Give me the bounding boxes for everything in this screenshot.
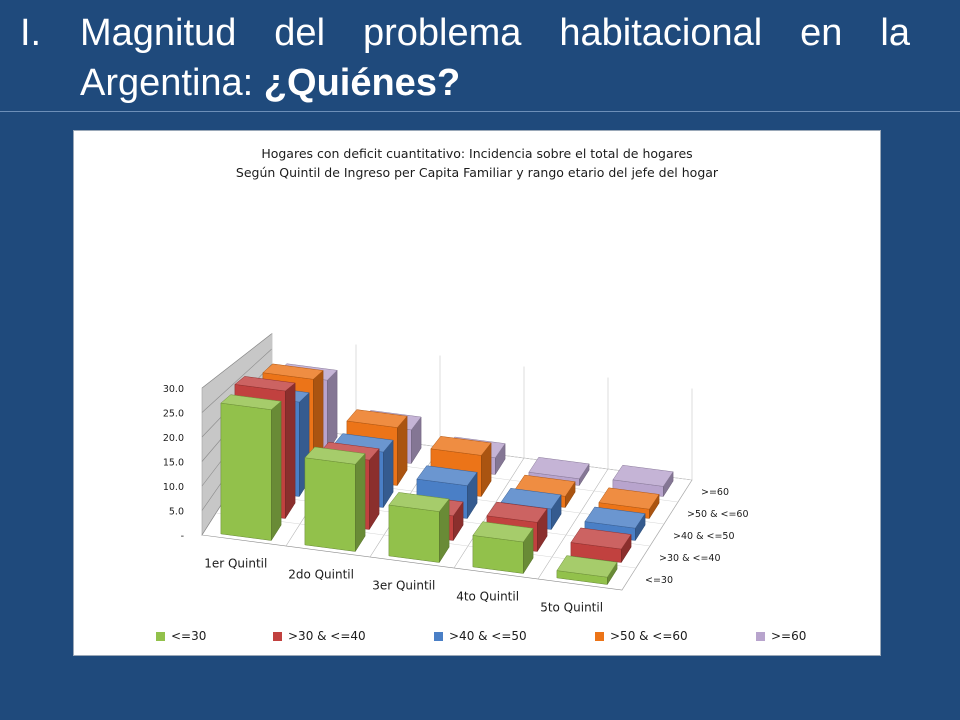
legend-label: >30 & <=40 [288, 629, 366, 643]
bar-top [430, 436, 492, 456]
legend-item: >50 & <=60 [595, 627, 688, 645]
title-line-1: Magnitud del problema habitacional en la [80, 8, 910, 58]
bar-top [528, 457, 590, 480]
legend-swatch [756, 631, 765, 641]
legend-label: >=60 [771, 629, 807, 643]
bar-top [570, 527, 632, 550]
legend-swatch [434, 631, 443, 641]
depth-axis-label: >40 & <=50 [673, 531, 735, 542]
y-tick-label: 15.0 [163, 458, 184, 469]
bar-side [285, 382, 296, 520]
gridline [201, 333, 273, 389]
gridline [201, 348, 273, 413]
bar-side [271, 400, 282, 542]
title-country: Argentina: [80, 62, 264, 104]
floor-gridline [621, 479, 693, 591]
y-tick-label: 30.0 [163, 384, 184, 395]
y-tick-label: 10.0 [163, 482, 184, 493]
y-tick-label: 20.0 [163, 433, 184, 444]
y-tick-label: 5.0 [169, 507, 184, 518]
depth-axis-label: >30 & <=40 [659, 553, 721, 564]
legend-label: >40 & <=50 [449, 629, 527, 643]
depth-axis-label: >=60 [701, 487, 729, 498]
legend-label: <=30 [171, 629, 207, 643]
bar [570, 527, 632, 564]
y-tick-label: 25.0 [163, 409, 184, 420]
bar [388, 492, 450, 564]
chart-title: Hogares con deficit cuantitativo: Incide… [261, 146, 693, 161]
bar-top [486, 501, 548, 523]
depth-axis-label: <=30 [645, 575, 673, 586]
bar [472, 521, 534, 575]
x-category-label: 4to Quintil [456, 590, 519, 604]
bar [220, 394, 282, 542]
bar-top [388, 492, 450, 512]
legend-swatch [156, 631, 165, 641]
legend-item: >=60 [756, 627, 806, 645]
x-category-label: 1er Quintil [204, 557, 267, 571]
title-word: Magnitud [80, 12, 237, 54]
bar-top [262, 363, 324, 380]
x-category-label: 5to Quintil [540, 601, 603, 615]
bar-top [612, 464, 674, 487]
chart-panel: Hogares con deficit cuantitativo: Incide… [73, 130, 881, 656]
title-question: ¿Quiénes? [263, 62, 461, 104]
slide-number: I. [20, 12, 42, 54]
bar-top [416, 465, 478, 486]
floor-gridline [537, 468, 609, 580]
bar-top [556, 555, 618, 578]
bar [304, 446, 366, 553]
bar-top [304, 446, 366, 465]
title-word: en [800, 12, 843, 54]
legend-swatch [273, 631, 282, 641]
x-category-label: 3er Quintil [372, 579, 435, 593]
bar-side [355, 452, 366, 553]
depth-axis-label: >50 & <=60 [687, 509, 749, 520]
x-category-label: 2do Quintil [288, 568, 354, 582]
bar-top [234, 376, 296, 392]
bar-top [220, 394, 282, 410]
legend-item: >40 & <=50 [434, 627, 527, 645]
title-word: del [274, 12, 326, 54]
bar-front [304, 457, 356, 552]
chart-plot: - 5.0 10.0 15.0 20.0 25.0 30.0 1er Quintil 2do Q… [163, 332, 749, 615]
legend-swatch [595, 631, 604, 641]
y-tick-label: - [181, 531, 184, 542]
title-word: la [880, 12, 910, 54]
chart-subtitle: Según Quintil de Ingreso per Capita Fami… [235, 165, 719, 180]
title-word: habitacional [559, 12, 763, 54]
bar-top [346, 409, 408, 428]
bar [556, 555, 618, 586]
bar-top [598, 487, 660, 510]
bar-front [388, 504, 440, 563]
legend-item: <=30 [156, 627, 206, 645]
title-line-2: Argentina: ¿Quiénes? [80, 58, 460, 108]
bar-front [220, 402, 272, 541]
bar-top [584, 506, 646, 529]
title-word: problema [362, 12, 522, 54]
bar-top [472, 521, 534, 543]
legend-item: >30 & <=40 [273, 627, 366, 645]
title-divider [0, 111, 960, 112]
legend-label: >50 & <=60 [610, 629, 688, 643]
